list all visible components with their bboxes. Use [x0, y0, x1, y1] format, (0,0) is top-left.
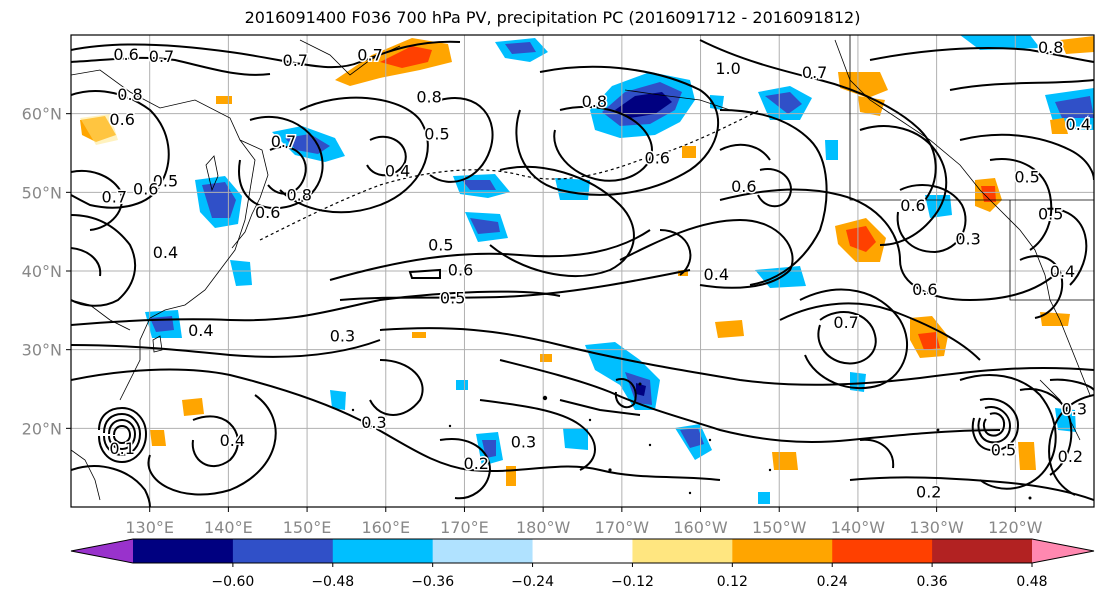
lon-tick-label: 170°E: [440, 518, 489, 537]
contour-label: 0.8: [416, 87, 441, 106]
lon-tick-label: 150°E: [283, 518, 332, 537]
contour-label: 0.5: [991, 441, 1016, 460]
contour-label: 0.8: [1038, 38, 1063, 57]
contour-label: 0.5: [428, 235, 453, 254]
lon-tick-label: 170°W: [595, 518, 650, 537]
lon-tick-label: 140°W: [831, 518, 886, 537]
lon-tick-label: 130°W: [909, 518, 964, 537]
contour-label: 0.4: [188, 321, 213, 340]
colorbar-extend-high: [1032, 539, 1094, 563]
contour-label: 0.6: [900, 196, 925, 215]
colorbar-tick-label: 0.24: [817, 574, 848, 590]
colorbar-tick-label: −0.60: [211, 574, 254, 590]
colorbar-tick-label: 0.12: [717, 574, 748, 590]
contour-label: 0.8: [117, 85, 142, 104]
colorbar-tick-label: −0.24: [511, 574, 554, 590]
contour-label: 0.7: [149, 47, 174, 66]
contour-label: 0.6: [448, 260, 473, 279]
colorbar-tick-label: −0.48: [311, 574, 354, 590]
lat-tick-label: 40°N: [22, 262, 62, 281]
contour-label: 0.3: [955, 230, 980, 249]
longitude-ticks: 130°E 140°E 150°E 160°E 170°E 180°W 170°W 160°W…: [125, 507, 1043, 537]
contour-label: 0.7: [802, 63, 827, 82]
lon-tick-label: 160°E: [361, 518, 410, 537]
lon-tick-label: 140°E: [204, 518, 253, 537]
latitude-ticks: 60°N 50°N 40°N 30°N 20°N: [22, 105, 71, 438]
contour-label: 0.6: [645, 149, 670, 168]
contour-label: 0.6: [113, 45, 138, 64]
contour-label: 0.4: [220, 431, 245, 450]
contour-label: 0.3: [1062, 400, 1087, 419]
contour-label: 0.6: [255, 203, 280, 222]
colorbar-segment: [932, 539, 1033, 563]
island-dots: [351, 382, 1032, 500]
lon-tick-label: 130°E: [125, 518, 174, 537]
contour-label: 0.4: [704, 265, 729, 284]
contour-label: 0.8: [286, 186, 311, 205]
contour-label: 0.6: [731, 177, 756, 196]
contour-label: 0.5: [1014, 168, 1039, 187]
contour-labels: 0.6 0.70.80.60.50.60.70.40.40.70.80.70.80…: [100, 36, 1092, 502]
contour-label: 0.3: [330, 327, 355, 346]
figure-title: 2016091400 F036 700 hPa PV, precipitatio…: [244, 8, 861, 27]
contour-label: 0.2: [464, 454, 489, 473]
contour-label: 0.5: [440, 289, 465, 308]
contour-label: 0.8: [582, 92, 607, 111]
contour-label: 0.7: [271, 132, 296, 151]
contour-label: 0.6: [109, 110, 134, 129]
contour-label: 0.4: [385, 161, 410, 180]
pv-contours: [71, 39, 1094, 507]
contour-label: 0.1: [109, 439, 134, 458]
contour-label: 0.6: [133, 179, 158, 198]
lat-tick-label: 30°N: [22, 341, 62, 360]
contour-label: 0.4: [153, 243, 178, 262]
lat-tick-label: 50°N: [22, 183, 62, 202]
contour-label: 0.3: [511, 433, 536, 452]
contour-label: 0.7: [102, 187, 127, 206]
contour-label: 0.4: [1066, 115, 1091, 134]
colorbar-tick-label: −0.36: [411, 574, 454, 590]
colorbar-tick-label: 0.48: [1016, 574, 1047, 590]
colorbar-segment: [632, 539, 733, 563]
contour-label: 0.2: [916, 482, 941, 501]
colorbar-segment: [133, 539, 234, 563]
contour-label: 1.0: [715, 59, 740, 78]
lon-tick-label: 150°W: [752, 518, 807, 537]
contour-label: 0.3: [361, 413, 386, 432]
lon-tick-label: 120°W: [988, 518, 1043, 537]
lat-tick-label: 20°N: [22, 419, 62, 438]
colorbar-segment: [432, 539, 534, 563]
contour-label: 0.7: [357, 46, 382, 65]
colorbar-tick-label: 0.36: [917, 574, 948, 590]
contour-label: 0.7: [833, 313, 858, 332]
colorbar-segment: [232, 539, 334, 563]
contour-label: 0.6: [912, 280, 937, 299]
colorbar-segment: [532, 539, 633, 563]
contour-label: 0.5: [1038, 205, 1063, 224]
colorbar-segment: [332, 539, 434, 563]
lon-tick-label: 180°W: [516, 518, 571, 537]
contour-label: 0.5: [153, 172, 178, 191]
colorbar-tick-label: −0.12: [611, 574, 654, 590]
colorbar-extend-low: [71, 539, 133, 563]
contour-label: 0.2: [1058, 447, 1083, 466]
colorbar: −0.60 −0.48 −0.36 −0.24 −0.12 0.12 0.24 0.36 0.4…: [70, 538, 1095, 590]
lat-tick-label: 60°N: [22, 105, 62, 124]
contour-label: 0.5: [424, 124, 449, 143]
lon-tick-label: 160°W: [673, 518, 728, 537]
colorbar-segment: [832, 539, 933, 563]
contour-label: 0.4: [1050, 262, 1075, 281]
colorbar-segment: [732, 539, 833, 563]
contour-label: 0.7: [283, 51, 308, 70]
